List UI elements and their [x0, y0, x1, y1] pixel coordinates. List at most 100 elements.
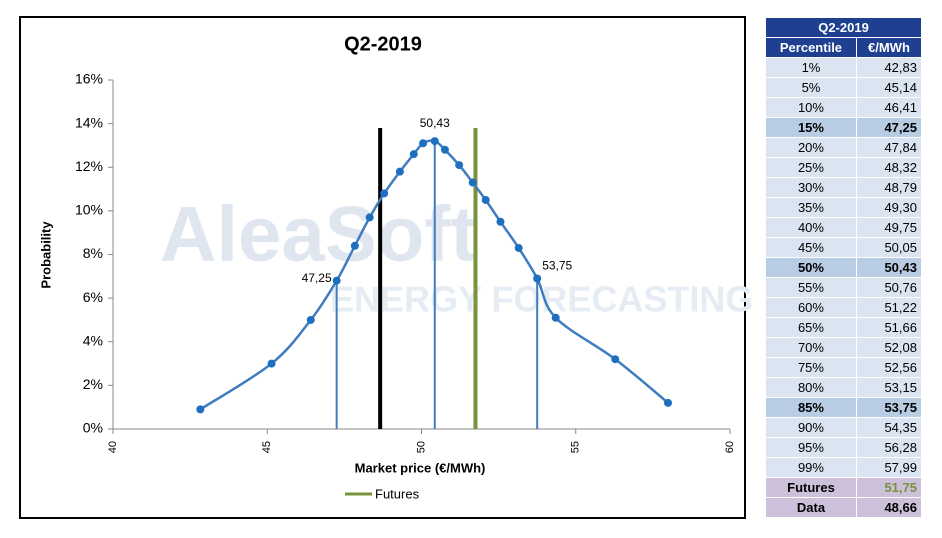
point	[365, 213, 374, 222]
point	[409, 150, 418, 159]
x-tick-label: 55	[570, 441, 582, 453]
table-cell: 55%	[765, 277, 857, 298]
table-cell: 10%	[765, 97, 857, 118]
table-row: 40% 49,75	[765, 217, 923, 238]
point	[430, 137, 439, 146]
table-cell: 47,25	[855, 117, 923, 138]
y-tick-label: 4%	[83, 332, 103, 348]
y-tick-label: 6%	[83, 289, 103, 305]
x-tick-label: 60	[724, 441, 736, 453]
table-cell: 50,76	[855, 277, 923, 298]
table-cell: 70%	[765, 337, 857, 358]
table-cell: 49,75	[855, 217, 923, 238]
table-cell: 15%	[765, 117, 857, 138]
table-cell: 48,66	[855, 497, 923, 518]
point	[380, 189, 389, 198]
point	[481, 195, 490, 204]
point	[455, 161, 464, 170]
table-row: 20% 47,84	[765, 137, 923, 158]
chart-frame	[19, 16, 746, 519]
table-row: 35% 49,30	[765, 197, 923, 218]
table-row: 45% 50,05	[765, 237, 923, 258]
point	[514, 243, 523, 252]
table-cell: €/MWh	[855, 37, 923, 58]
point	[395, 167, 404, 176]
x-tick-label: 45	[261, 441, 273, 453]
table-cell: 47,84	[855, 137, 923, 158]
table-cell: 52,08	[855, 337, 923, 358]
table-row: 99% 57,99	[765, 457, 923, 478]
table-cell: Q2-2019	[765, 17, 922, 38]
chart: AleaSoft ENERGY FORECASTING Q2-2019 Mark…	[19, 16, 753, 519]
y-tick-label: 8%	[83, 245, 103, 261]
point	[533, 274, 542, 283]
x-tick-label: 40	[107, 441, 119, 453]
point	[196, 405, 205, 414]
table-cell: 48,79	[855, 177, 923, 198]
table-cell: 56,28	[855, 437, 923, 458]
table-cell: 80%	[765, 377, 857, 398]
table-cell: 90%	[765, 417, 857, 438]
table-cell: Futures	[765, 477, 857, 498]
table-row: 65% 51,66	[765, 317, 923, 338]
table-cell: Percentile	[765, 37, 857, 58]
table-cell: Data	[765, 497, 857, 518]
table-cell: 50%	[765, 257, 857, 278]
table-cell: 53,75	[855, 397, 923, 418]
table-cell: 51,75	[855, 477, 923, 498]
y-axis-label: Probability	[38, 221, 53, 289]
point	[611, 355, 620, 364]
y-tick-label: 16%	[75, 71, 103, 87]
table-cell: 50,43	[855, 257, 923, 278]
table-row: 1% 42,83	[765, 57, 923, 78]
point	[306, 315, 315, 324]
table-cell: 65%	[765, 317, 857, 338]
table-row: 95% 56,28	[765, 437, 923, 458]
annotation: 53,75	[542, 259, 572, 273]
table-cell: 48,32	[855, 157, 923, 178]
table-row: 30% 48,79	[765, 177, 923, 198]
chart-title: Q2-2019	[344, 33, 422, 55]
point	[468, 178, 477, 187]
table-cell: 51,22	[855, 297, 923, 318]
table-row: 55% 50,76	[765, 277, 923, 298]
table-cell: 25%	[765, 157, 857, 178]
point	[496, 217, 505, 226]
table-cell: 53,15	[855, 377, 923, 398]
table-cell: 40%	[765, 217, 857, 238]
table-row: 75% 52,56	[765, 357, 923, 378]
legend-label: Futures	[375, 486, 420, 501]
x-tick-label: 50	[415, 441, 427, 453]
y-tick-label: 14%	[75, 114, 103, 130]
y-tick-label: 0%	[83, 420, 103, 436]
point	[419, 139, 428, 148]
table-row: 5% 45,14	[765, 77, 923, 98]
table-cell: 50,05	[855, 237, 923, 258]
point	[332, 276, 341, 285]
table-row: 70% 52,08	[765, 337, 923, 358]
table-cell: 51,66	[855, 317, 923, 338]
table-cell: 57,99	[855, 457, 923, 478]
x-axis-label: Market price (€/MWh)	[355, 460, 486, 475]
table-cell: 99%	[765, 457, 857, 478]
table-row: 50% 50,43	[765, 257, 923, 278]
table-row: 90% 54,35	[765, 417, 923, 438]
table-cell: 30%	[765, 177, 857, 198]
table-row: Percentile €/MWh	[765, 37, 923, 58]
table-row: 25% 48,32	[765, 157, 923, 178]
table-cell: 45%	[765, 237, 857, 258]
table-cell: 75%	[765, 357, 857, 378]
point	[267, 359, 276, 368]
table-cell: 52,56	[855, 357, 923, 378]
table-cell: 54,35	[855, 417, 923, 438]
table-row: 60% 51,22	[765, 297, 923, 318]
table-row: 10% 46,41	[765, 97, 923, 118]
y-tick-label: 12%	[75, 158, 103, 174]
table-row: Futures 51,75	[765, 477, 923, 498]
point	[440, 145, 449, 154]
table-cell: 42,83	[855, 57, 923, 78]
y-tick-label: 10%	[75, 202, 103, 218]
table-cell: 46,41	[855, 97, 923, 118]
table-cell: 95%	[765, 437, 857, 458]
watermark: ENERGY FORECASTING	[330, 279, 753, 320]
